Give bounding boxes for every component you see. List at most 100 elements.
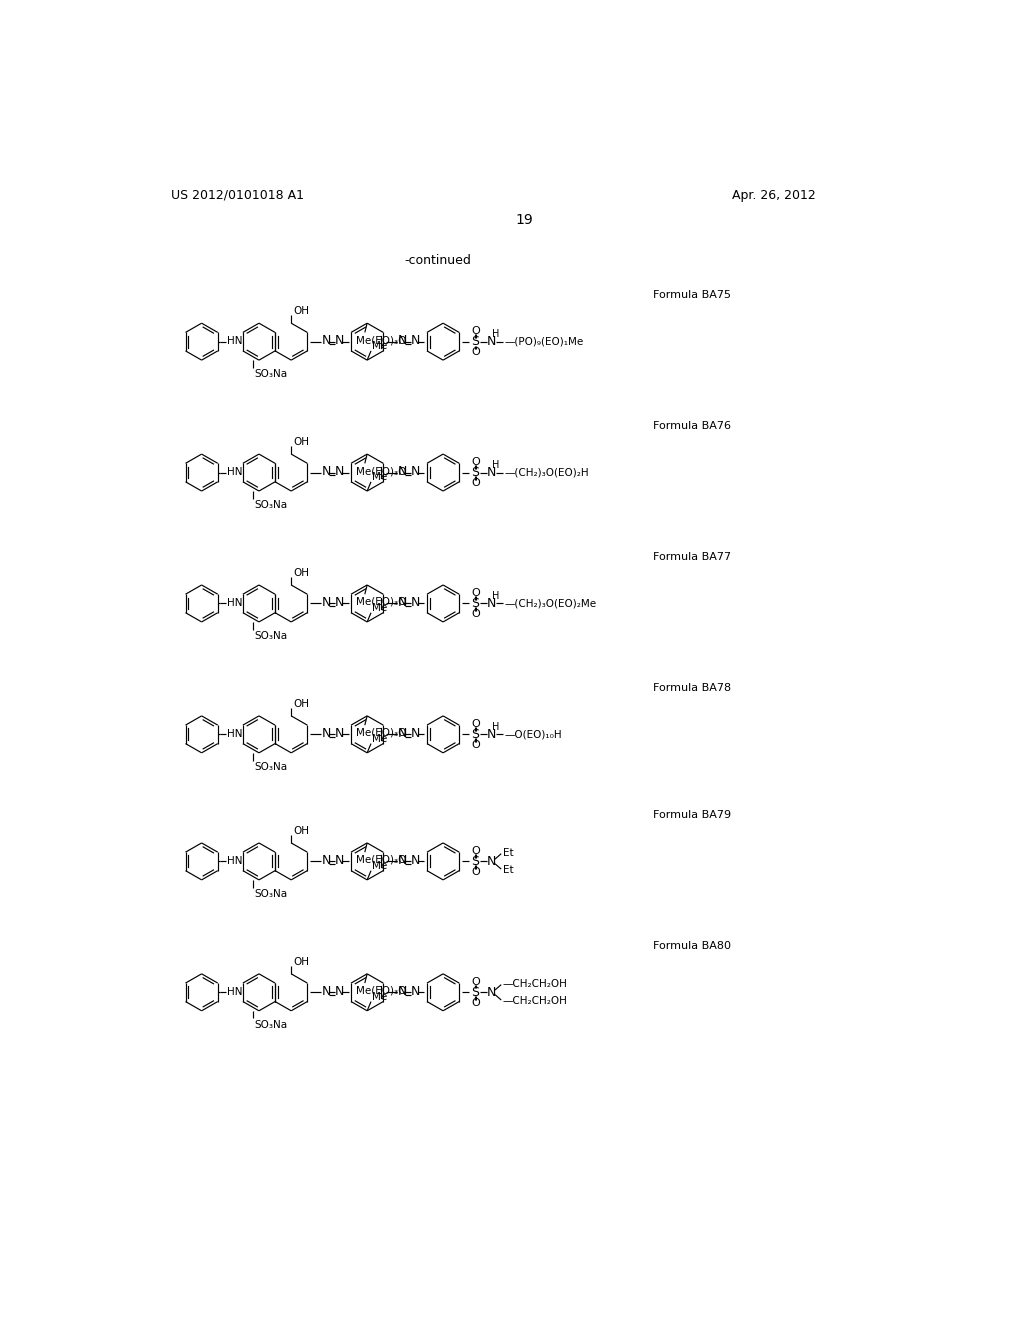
Text: HN: HN	[227, 729, 243, 739]
Text: N: N	[397, 597, 407, 610]
Text: Formula BA75: Formula BA75	[653, 290, 731, 301]
Text: Formula BA79: Formula BA79	[653, 810, 731, 820]
Text: N: N	[322, 334, 331, 347]
Text: Formula BA77: Formula BA77	[653, 552, 731, 562]
Text: N: N	[411, 985, 420, 998]
Text: Me(EO)₃O: Me(EO)₃O	[355, 986, 406, 995]
Text: Me: Me	[372, 603, 387, 612]
Text: O: O	[471, 478, 480, 488]
Text: Formula BA76: Formula BA76	[653, 421, 731, 432]
Text: SO₃Na: SO₃Na	[254, 888, 288, 899]
Text: Me: Me	[372, 991, 387, 1002]
Text: O: O	[471, 718, 480, 729]
Text: O: O	[471, 347, 480, 358]
Text: Me: Me	[372, 734, 387, 744]
Text: HN: HN	[227, 598, 243, 607]
Text: OH: OH	[294, 568, 309, 578]
Text: N: N	[411, 854, 420, 867]
Text: OH: OH	[294, 306, 309, 315]
Text: O: O	[471, 457, 480, 467]
Text: Me(EO)₃O: Me(EO)₃O	[355, 855, 406, 865]
Text: N: N	[411, 334, 420, 347]
Text: N: N	[411, 597, 420, 610]
Text: O: O	[471, 977, 480, 986]
Text: N: N	[411, 727, 420, 741]
Text: N: N	[322, 727, 331, 741]
Text: N: N	[487, 986, 497, 999]
Text: —(CH₂)₃O(EO)₂H: —(CH₂)₃O(EO)₂H	[504, 467, 589, 478]
Text: N: N	[411, 465, 420, 478]
Text: N: N	[322, 854, 331, 867]
Text: O: O	[471, 610, 480, 619]
Text: N: N	[487, 597, 497, 610]
Text: SO₃Na: SO₃Na	[254, 1019, 288, 1030]
Text: HN: HN	[227, 986, 243, 997]
Text: H: H	[493, 591, 500, 601]
Text: S: S	[471, 986, 479, 999]
Text: H: H	[493, 722, 500, 731]
Text: HN: HN	[227, 467, 243, 477]
Text: OH: OH	[294, 698, 309, 709]
Text: N: N	[397, 465, 407, 478]
Text: N: N	[322, 465, 331, 478]
Text: H: H	[493, 329, 500, 339]
Text: S: S	[471, 855, 479, 869]
Text: Me: Me	[372, 342, 387, 351]
Text: Me(EO)₃O: Me(EO)₃O	[355, 597, 406, 607]
Text: SO₃Na: SO₃Na	[254, 370, 288, 379]
Text: —O(EO)₁₀H: —O(EO)₁₀H	[504, 730, 562, 739]
Text: N: N	[487, 335, 497, 348]
Text: —CH₂CH₂OH: —CH₂CH₂OH	[503, 979, 567, 989]
Text: N: N	[487, 855, 497, 869]
Text: US 2012/0101018 A1: US 2012/0101018 A1	[171, 189, 304, 202]
Text: OH: OH	[294, 957, 309, 966]
Text: —CH₂CH₂OH: —CH₂CH₂OH	[503, 995, 567, 1006]
Text: N: N	[397, 727, 407, 741]
Text: N: N	[487, 727, 497, 741]
Text: N: N	[335, 465, 344, 478]
Text: N: N	[335, 727, 344, 741]
Text: N: N	[335, 985, 344, 998]
Text: Me: Me	[372, 473, 387, 482]
Text: SO₃Na: SO₃Na	[254, 631, 288, 640]
Text: OH: OH	[294, 825, 309, 836]
Text: N: N	[322, 597, 331, 610]
Text: N: N	[335, 597, 344, 610]
Text: N: N	[322, 985, 331, 998]
Text: S: S	[471, 466, 479, 479]
Text: N: N	[487, 466, 497, 479]
Text: —(CH₂)₃O(EO)₂Me: —(CH₂)₃O(EO)₂Me	[504, 598, 596, 609]
Text: Et: Et	[503, 847, 513, 858]
Text: O: O	[471, 998, 480, 1008]
Text: N: N	[397, 985, 407, 998]
Text: Formula BA78: Formula BA78	[653, 684, 731, 693]
Text: Et: Et	[503, 865, 513, 875]
Text: H: H	[493, 459, 500, 470]
Text: N: N	[335, 334, 344, 347]
Text: O: O	[471, 587, 480, 598]
Text: SO₃Na: SO₃Na	[254, 500, 288, 510]
Text: 19: 19	[516, 213, 534, 227]
Text: Me(EO)₃O: Me(EO)₃O	[355, 466, 406, 477]
Text: O: O	[471, 846, 480, 855]
Text: HN: HN	[227, 335, 243, 346]
Text: Me(EO)₃O: Me(EO)₃O	[355, 335, 406, 345]
Text: HN: HN	[227, 855, 243, 866]
Text: -continued: -continued	[404, 253, 471, 267]
Text: OH: OH	[294, 437, 309, 446]
Text: S: S	[471, 727, 479, 741]
Text: SO₃Na: SO₃Na	[254, 762, 288, 772]
Text: Me: Me	[372, 861, 387, 871]
Text: N: N	[335, 854, 344, 867]
Text: Apr. 26, 2012: Apr. 26, 2012	[732, 189, 816, 202]
Text: —(PO)₉(EO)₁Me: —(PO)₉(EO)₁Me	[504, 337, 584, 347]
Text: Formula BA80: Formula BA80	[653, 941, 731, 952]
Text: S: S	[471, 335, 479, 348]
Text: O: O	[471, 741, 480, 750]
Text: Me(EO)₃O: Me(EO)₃O	[355, 727, 406, 738]
Text: S: S	[471, 597, 479, 610]
Text: O: O	[471, 326, 480, 335]
Text: O: O	[471, 867, 480, 878]
Text: N: N	[397, 334, 407, 347]
Text: N: N	[397, 854, 407, 867]
